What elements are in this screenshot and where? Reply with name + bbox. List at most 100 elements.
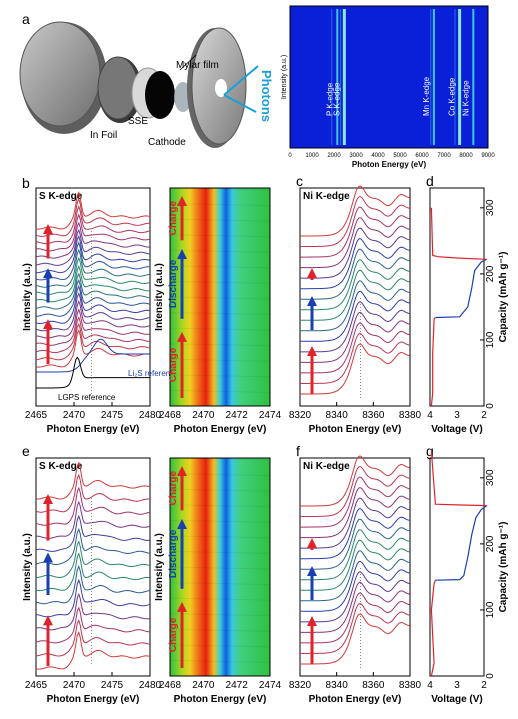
s-map-b-segment-label: Discharge xyxy=(168,259,179,308)
s-map-e-band xyxy=(169,659,271,663)
s-xanes-b-xtick-label: 2475 xyxy=(101,410,124,421)
s-xanes-b-spectrum xyxy=(35,248,151,288)
s-xanes-e-spectrum xyxy=(35,486,151,526)
s-xanes-b-spectrum xyxy=(35,191,151,230)
s-xanes-b-ref-lgps xyxy=(36,356,150,389)
ni-xanes-f-spectrum xyxy=(300,508,411,560)
s-map-e-segment-label: Discharge xyxy=(168,529,179,578)
s-map-b-xtick-label: 2468 xyxy=(159,410,182,421)
voltage-d-series-charge xyxy=(430,317,436,407)
ni-xanes-c-frame xyxy=(299,187,411,407)
s-map-b-band xyxy=(169,280,271,284)
s-xanes-b-ref-li2s-label: Li₂S reference xyxy=(128,369,179,378)
ni-xanes-f-spectrum xyxy=(300,529,411,581)
ni-xanes-c-xtick-label: 8320 xyxy=(289,410,312,421)
s-map-b-frame xyxy=(169,187,271,407)
ni-xanes-f-spectrum xyxy=(300,571,411,623)
label-in-foil: In Foil xyxy=(90,130,117,141)
ni-xanes-f-spectrum xyxy=(300,581,411,633)
label-photons: Photons xyxy=(259,70,274,122)
cell-schematic: In Foil SSE Cathode Mylar film Photons xyxy=(19,21,274,148)
s-map-e-segment-arrow-head xyxy=(177,519,187,530)
s-xanes-b-spectrum xyxy=(35,235,151,274)
ni-xanes-f-spectrum xyxy=(300,602,411,654)
edge-map-xlabel: Photon Energy (eV) xyxy=(352,160,427,169)
mylar-pointer xyxy=(179,54,197,71)
ni-xanes-f-spectrum xyxy=(300,455,411,507)
s-xanes-e-spectrum xyxy=(35,631,151,670)
s-map-e-xlabel: Photon Energy (eV) xyxy=(174,694,267,705)
panel-letter-e: e xyxy=(22,443,30,459)
voltage-panel-g: 4 3 20 100 200 300 Voltage (V) Capacity (mAh g⁻… xyxy=(427,451,509,705)
s-xanes-panel-e: 2465 2470 2475 2480 Photon Energy (eV) Intens… xyxy=(22,457,162,705)
voltage-g-ytick-label: 100 xyxy=(485,601,496,618)
cap-disk xyxy=(19,21,101,127)
ni-xanes-f-spectrum xyxy=(300,613,411,665)
s-xanes-b-xtick-label: 2480 xyxy=(139,410,162,421)
s-map-e-xtick-label: 2470 xyxy=(192,680,215,691)
s-xanes-b-ref-li2s xyxy=(36,338,150,373)
s-map-e-heatmap xyxy=(170,458,270,676)
edge-label: Ni K-edge xyxy=(461,80,470,116)
ni-xanes-f-spectrum xyxy=(300,497,411,549)
s-map-b-band xyxy=(169,389,271,393)
ni-xanes-f-charge-arrow-2-head xyxy=(307,538,317,548)
s-xanes-e-frame xyxy=(35,457,151,677)
s-xanes-b-spectrum xyxy=(35,272,151,310)
s-map-e-segment-label: Charge xyxy=(168,617,179,652)
voltage-d-ytick-label: 0 xyxy=(485,403,496,409)
voltage-g-ylabel: Capacity (mAh g⁻¹) xyxy=(498,522,509,613)
ni-xanes-c-spectrum xyxy=(300,343,411,395)
s-xanes-b-spectrum xyxy=(35,205,151,245)
s-map-e-xtick-label: 2474 xyxy=(259,680,282,691)
s-xanes-e-xtick-label: 2480 xyxy=(139,680,162,691)
s-xanes-e-spectrum xyxy=(35,527,151,566)
edge-map-frame xyxy=(289,5,489,149)
s-xanes-b-spectrum xyxy=(35,322,151,361)
s-xanes-e-spectrum xyxy=(35,500,151,539)
s-xanes-e-spectrum xyxy=(35,540,151,579)
ni-xanes-c-spectrum xyxy=(300,217,411,269)
ni-xanes-f-spectrum xyxy=(300,476,411,528)
s-xanes-e-spectrum xyxy=(35,564,151,605)
s-map-b-xlabel: Photon Energy (eV) xyxy=(174,424,267,435)
voltage-g-xtick-label: 2 xyxy=(481,680,487,691)
s-map-e-band xyxy=(169,644,271,648)
cathode-disk xyxy=(145,71,175,119)
panel-letter-g: g xyxy=(426,443,434,459)
s-map-e-band xyxy=(169,550,271,554)
s-xanes-b-spectrum xyxy=(36,256,151,296)
s-map-b-heatmap xyxy=(170,188,270,406)
edge-map-ylabel: Intensity (a.u.) xyxy=(281,55,288,99)
ni-xanes-c-xtick-label: 8380 xyxy=(399,410,422,421)
ni-xanes-panel-f: 8320 8340 8360 8380 Photon Energy (eV) Ni K-e… xyxy=(289,455,422,705)
s-xanes-b-spectrum xyxy=(35,285,151,324)
s-xanes-b-spectrum xyxy=(35,299,151,339)
edge-map-xtick-label: 7000 xyxy=(437,153,451,159)
s-xanes-b-spectrum xyxy=(35,292,151,332)
edge-label: S K-edge xyxy=(332,82,341,116)
edge-label: Mn K-edge xyxy=(422,76,431,116)
ni-xanes-c-charge-arrow-1-head xyxy=(307,346,317,356)
s-map-b-band xyxy=(169,374,271,378)
edge-label: Co K-edge xyxy=(448,77,457,116)
s-xanes-b-spectrum xyxy=(35,221,150,259)
s-map-b-band xyxy=(169,327,271,331)
ni-xanes-f-xtick-label: 8360 xyxy=(362,680,385,691)
photon-beam-in xyxy=(223,65,259,96)
ni-xanes-c-xtick-label: 8360 xyxy=(362,410,385,421)
s-map-e-frame xyxy=(169,457,271,677)
ni-xanes-f-spectrum xyxy=(300,518,411,570)
ni-xanes-f-spectrum xyxy=(300,560,411,612)
ni-xanes-c-spectrum xyxy=(300,332,411,384)
s-map-b-xtick-label: 2470 xyxy=(192,410,215,421)
edge-map-xtick-label: 6000 xyxy=(415,153,429,159)
s-map-e-xtick-label: 2472 xyxy=(226,680,249,691)
s-map-b-band xyxy=(169,203,271,207)
s-xanes-e-charge-arrow-1-head xyxy=(43,615,53,626)
voltage-d-ylabel: Capacity (mAh g⁻¹) xyxy=(498,252,509,343)
s-xanes-e-title: S K-edge xyxy=(39,461,83,472)
s-xanes-b-discharge-arrow-head xyxy=(43,268,53,279)
